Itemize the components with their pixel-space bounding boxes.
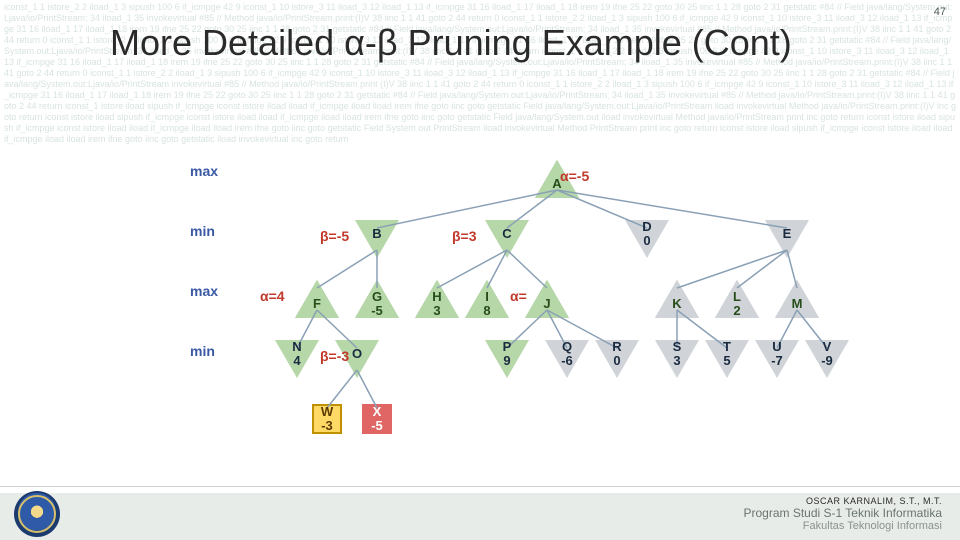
alpha-beta-annotation: α= [510,288,527,304]
tree-node-p: P9 [490,340,524,378]
node-label: B [372,227,381,241]
tree-node-m: M [780,280,814,318]
alpha-beta-annotation: α=4 [260,288,285,304]
node-value: 0 [643,234,650,248]
node-label: P [503,340,512,354]
department-name: Fakultas Teknologi Informasi [743,520,942,532]
node-value: -6 [561,354,573,368]
node-value: 3 [433,304,440,318]
node-label: F [313,297,321,311]
node-value: 0 [613,354,620,368]
node-value: -9 [821,354,833,368]
alpha-beta-annotation: β=-5 [320,228,349,244]
tree-node-h: H3 [420,280,454,318]
alpha-beta-annotation: β=3 [452,228,477,244]
node-label: S [673,340,682,354]
tree-node-w: W-3 [310,400,344,438]
tree-node-x: X-5 [360,400,394,438]
node-label: R [612,340,621,354]
tree-node-k: K [660,280,694,318]
level-label: min [190,343,215,359]
program-name: Program Studi S-1 Teknik Informatika [743,506,942,520]
node-label: L [733,290,741,304]
author-name: OSCAR KARNALIM, S.T., M.T. [743,496,942,506]
node-label: E [783,227,792,241]
node-value: 5 [723,354,730,368]
node-label: H [432,290,441,304]
node-value: 3 [673,354,680,368]
level-label: min [190,223,215,239]
level-label: max [190,283,218,299]
tree-node-l: L2 [720,280,754,318]
tree-node-g: G-5 [360,280,394,318]
tree-container: ABCD0EFG-5H3I8JKL2MN4OP9Q-6R0S3T5U-7V-9W… [0,0,960,540]
university-logo [14,491,60,537]
node-label: Q [562,340,572,354]
node-label: M [792,297,803,311]
slide: 47 More Detailed α-β Pruning Example (Co… [0,0,960,540]
node-label: O [352,347,362,361]
node-label: K [672,297,681,311]
node-label: V [823,340,832,354]
node-label: X [373,405,382,419]
alpha-beta-annotation: α=-5 [560,168,589,184]
node-value: 2 [733,304,740,318]
node-label: D [642,220,651,234]
node-label: W [321,405,333,419]
node-value: 8 [483,304,490,318]
node-value: 4 [293,354,300,368]
node-value: -5 [371,304,383,318]
tree-node-j: J [530,280,564,318]
node-label: N [292,340,301,354]
tree-node-u: U-7 [760,340,794,378]
node-label: J [543,297,550,311]
node-value: -5 [371,419,383,433]
node-value: -7 [771,354,783,368]
tree-node-i: I8 [470,280,504,318]
node-label: T [723,340,731,354]
node-value: -3 [321,419,333,433]
tree-node-n: N4 [280,340,314,378]
node-label: I [485,290,489,304]
tree-node-c: C [490,220,524,258]
footer: OSCAR KARNALIM, S.T., M.T. Program Studi… [0,486,960,540]
node-label: C [502,227,511,241]
footer-text: OSCAR KARNALIM, S.T., M.T. Program Studi… [743,496,942,532]
tree-node-d: D0 [630,220,664,258]
tree-node-b: B [360,220,394,258]
tree-node-s: S3 [660,340,694,378]
tree-node-f: F [300,280,334,318]
tree-node-t: T5 [710,340,744,378]
tree-node-q: Q-6 [550,340,584,378]
level-label: max [190,163,218,179]
tree-node-r: R0 [600,340,634,378]
node-label: G [372,290,382,304]
alpha-beta-annotation: β=-3 [320,348,349,364]
tree-node-e: E [770,220,804,258]
tree-node-v: V-9 [810,340,844,378]
node-label: U [772,340,781,354]
node-value: 9 [503,354,510,368]
